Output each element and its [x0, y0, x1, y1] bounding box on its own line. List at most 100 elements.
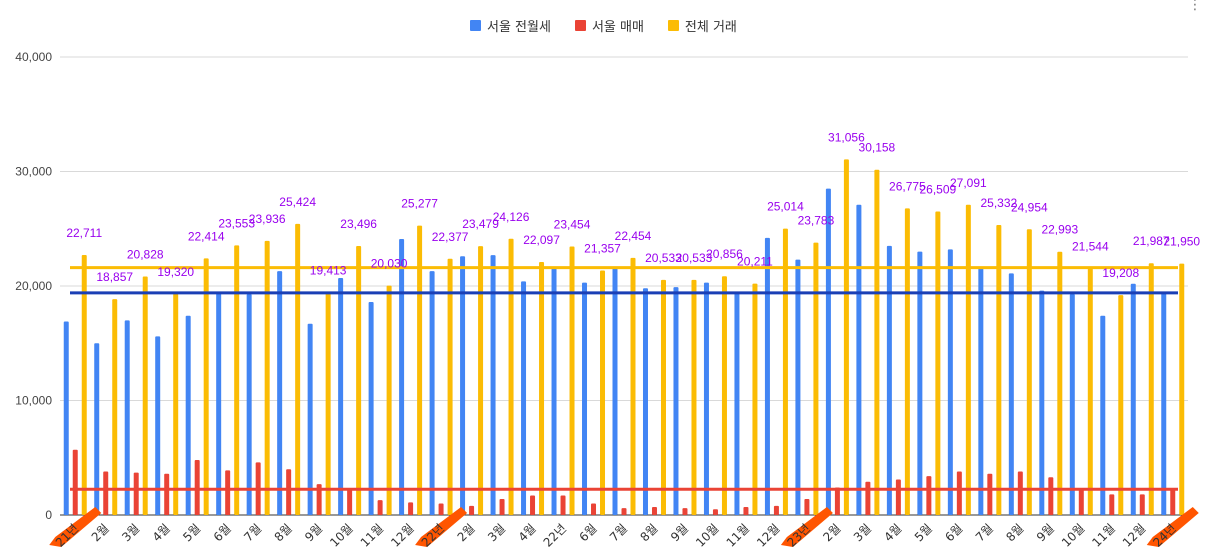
bar-rent — [307, 323, 313, 515]
data-label: 26,775 — [889, 179, 926, 193]
x-tick-label: 8월 — [1003, 521, 1026, 544]
bar-total — [173, 293, 179, 515]
bar-sale — [469, 505, 475, 515]
bar-total — [1026, 229, 1032, 515]
bar-total — [782, 228, 788, 515]
bar-rent — [886, 245, 892, 516]
bar-total — [386, 285, 392, 515]
bar-sale — [164, 473, 170, 515]
bar-rent — [582, 282, 588, 515]
x-tick-label: 11월 — [724, 521, 753, 550]
data-label: 25,277 — [401, 197, 438, 211]
bar-total — [1118, 295, 1124, 515]
x-tick-label: 10월 — [693, 521, 722, 550]
bar-sale — [804, 498, 810, 515]
data-label: 21,950 — [1163, 235, 1200, 249]
bar-total — [1179, 263, 1185, 515]
y-tick-label: 0 — [45, 508, 52, 522]
bar-rent — [338, 277, 344, 515]
bar-sale — [316, 484, 322, 515]
x-tick-label: 4월 — [150, 521, 173, 544]
bar-sale — [682, 508, 688, 515]
legend-item-sale[interactable]: 서울 매매 — [574, 16, 644, 35]
data-label: 22,711 — [66, 226, 102, 240]
x-tick-label: 7월 — [241, 521, 264, 544]
bar-rent — [368, 302, 374, 515]
bar-rent — [1130, 283, 1136, 515]
data-label: 22,993 — [1041, 223, 1078, 237]
year-marker — [415, 507, 468, 547]
legend-swatch-rent — [470, 20, 481, 31]
bar-total — [112, 299, 118, 515]
bar-total — [874, 169, 880, 515]
bar-rent — [764, 237, 770, 515]
bar-sale — [743, 506, 749, 515]
bar-sale — [530, 495, 536, 515]
x-tick-label: 4월 — [881, 521, 904, 544]
bar-sale — [1017, 471, 1023, 515]
data-label: 23,553 — [218, 216, 255, 230]
bar-sale — [712, 509, 718, 515]
bar-sale — [1170, 488, 1176, 515]
bar-rent — [490, 255, 496, 515]
bar-sale — [773, 505, 779, 515]
x-tick-label: 4월 — [516, 521, 539, 544]
x-tick-label: 7월 — [973, 521, 996, 544]
data-label: 24,126 — [493, 210, 530, 224]
bar-total — [264, 240, 270, 515]
y-tick-label: 40,000 — [15, 50, 52, 64]
bar-rent — [63, 321, 69, 515]
bar-sale — [347, 489, 353, 515]
bar-sale — [651, 506, 657, 515]
bar-total — [630, 257, 636, 515]
data-label: 21,544 — [1072, 239, 1109, 253]
bar-total — [996, 224, 1002, 515]
legend-item-total[interactable]: 전체 거래 — [667, 16, 737, 35]
legend-item-rent[interactable]: 서울 전월세 — [470, 16, 551, 35]
more-options-icon[interactable]: ⋮ — [1188, 0, 1202, 12]
x-tick-label: 6월 — [577, 521, 600, 544]
bar-sale — [834, 487, 840, 515]
bar-rent — [947, 249, 953, 516]
bar-rent — [277, 271, 283, 515]
bar-total — [417, 225, 423, 515]
bar-total — [1087, 268, 1093, 515]
x-tick-label: 5월 — [912, 521, 935, 544]
bar-total — [660, 279, 666, 515]
x-tick-label: 2월 — [455, 521, 478, 544]
bar-total — [965, 204, 971, 515]
bar-rent — [1008, 273, 1014, 515]
data-label: 20,211 — [737, 255, 773, 269]
data-label: 31,056 — [828, 130, 865, 144]
bar-rent — [1100, 315, 1106, 515]
y-tick-label: 20,000 — [15, 279, 52, 293]
bar-rent — [612, 266, 618, 515]
bar-rent — [94, 343, 100, 515]
bar-sale — [438, 503, 444, 515]
bar-sale — [1109, 494, 1115, 515]
bar-rent — [1039, 290, 1045, 515]
x-tick-label: 5월 — [180, 521, 203, 544]
bar-total — [600, 270, 606, 515]
bar-sale — [956, 471, 962, 515]
data-label: 25,424 — [279, 195, 316, 209]
data-label: 23,783 — [798, 214, 835, 228]
data-label: 19,413 — [310, 264, 347, 278]
data-label: 18,857 — [96, 270, 133, 284]
data-label: 22,454 — [615, 229, 652, 243]
bar-rent — [1161, 291, 1167, 515]
bar-sale — [560, 495, 566, 515]
x-tick-label: 3월 — [119, 521, 142, 544]
y-tick-label: 10,000 — [15, 394, 52, 408]
bar-total — [203, 258, 209, 515]
bar-rent — [185, 315, 191, 515]
bar-total — [904, 208, 910, 515]
legend-swatch-total — [667, 20, 679, 31]
data-label: 22,414 — [188, 229, 225, 243]
bar-total — [691, 279, 697, 515]
x-tick-label: 10월 — [327, 521, 356, 550]
x-tick-label: 9월 — [668, 521, 691, 544]
bar-total — [508, 238, 514, 515]
data-label: 27,091 — [950, 176, 987, 190]
